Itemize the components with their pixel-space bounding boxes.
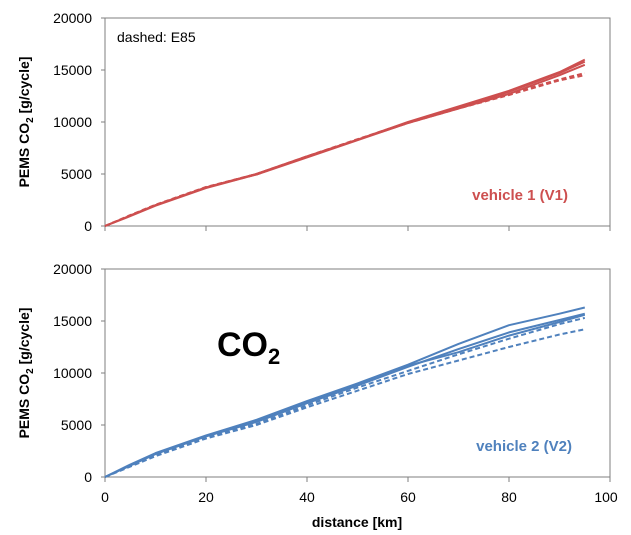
chart-panel-vehicle-2: 20000 15000 10000 5000 0 0 20 40 60 80 1… <box>16 261 618 530</box>
annotation-dashed-e85: dashed: E85 <box>117 29 196 45</box>
y-tick-label: 5000 <box>61 166 92 182</box>
x-tick-label: 20 <box>198 489 214 505</box>
x-tick-label: 80 <box>501 489 517 505</box>
series-lines <box>104 306 586 478</box>
y-tick-label: 20000 <box>53 261 92 277</box>
chart-panel-vehicle-1: 20000 15000 10000 5000 0 PEMS CO2 [g/cyc… <box>16 10 611 234</box>
y-axis-title: PEMS CO2 [g/cycle] <box>16 57 36 188</box>
y-axis-title: PEMS CO2 [g/cycle] <box>16 308 36 439</box>
series-lines <box>104 58 586 227</box>
y-tick-label: 0 <box>84 218 92 234</box>
y-tick-label: 0 <box>84 469 92 485</box>
vehicle-2-label: vehicle 2 (V2) <box>476 438 572 455</box>
x-tick-label: 0 <box>101 489 109 505</box>
x-tick-label: 40 <box>299 489 315 505</box>
x-tick-label: 60 <box>400 489 416 505</box>
series-line-3-solid <box>104 313 586 478</box>
y-tick-label: 10000 <box>53 114 92 130</box>
x-tick-label: 100 <box>594 489 618 505</box>
co2-big-label: CO2 <box>217 326 280 369</box>
y-tick-label: 10000 <box>53 365 92 381</box>
series-line-5-dashed <box>104 328 586 478</box>
series-line-5-dashed <box>104 74 586 227</box>
y-tick-label: 15000 <box>53 62 92 78</box>
y-tick-label: 5000 <box>61 417 92 433</box>
x-axis-title: distance [km] <box>312 514 402 530</box>
y-tick-label: 15000 <box>53 313 92 329</box>
y-tick-label: 20000 <box>53 10 92 26</box>
vehicle-1-label: vehicle 1 (V1) <box>472 187 568 204</box>
